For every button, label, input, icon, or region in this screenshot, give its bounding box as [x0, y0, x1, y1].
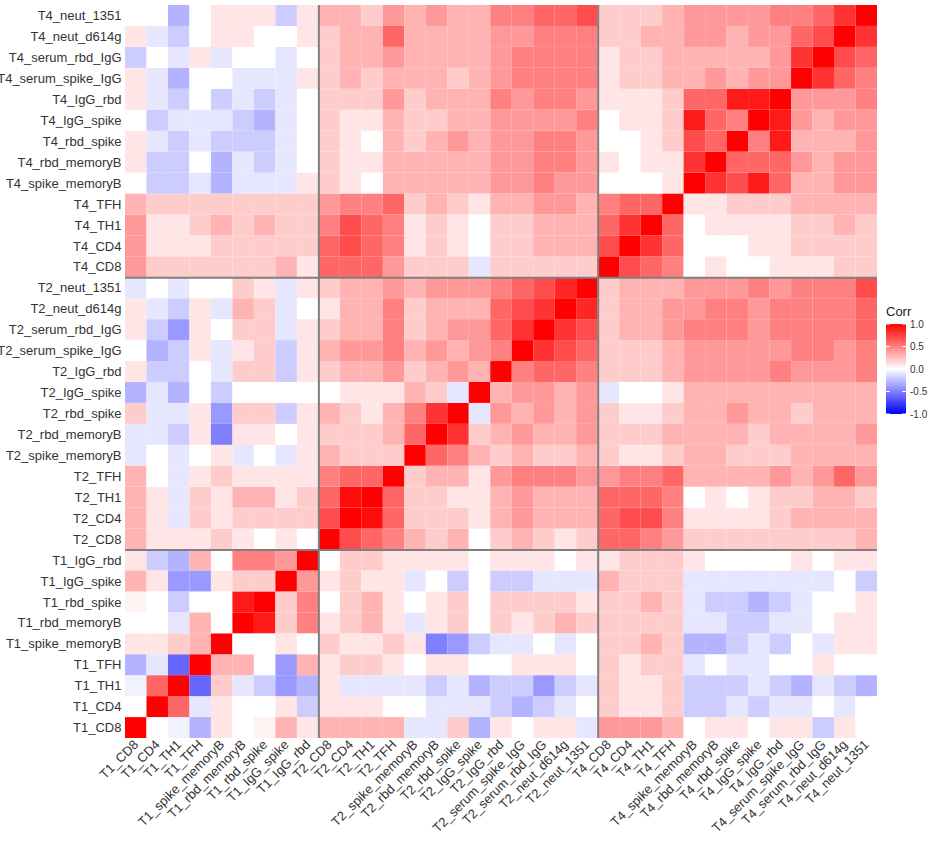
svg-text:T2_CD4: T2_CD4	[73, 511, 121, 526]
svg-text:T4_IgG_spike: T4_IgG_spike	[696, 737, 765, 805]
svg-text:T1_CD4: T1_CD4	[117, 737, 163, 782]
svg-text:T4_CD8: T4_CD8	[73, 259, 121, 274]
svg-text:-0.5: -0.5	[910, 386, 928, 397]
svg-text:T4_TH1: T4_TH1	[613, 737, 657, 781]
svg-text:T1_IgG_rbd: T1_IgG_rbd	[253, 737, 314, 797]
svg-text:T2_serum_spike_IgG: T2_serum_spike_IgG	[0, 343, 122, 358]
svg-text:T1_CD4: T1_CD4	[73, 699, 121, 714]
svg-text:T4_TH1: T4_TH1	[75, 218, 122, 233]
svg-text:T2_rbd_memoryB: T2_rbd_memoryB	[357, 737, 443, 822]
svg-text:T1_IgG_spike: T1_IgG_spike	[223, 737, 292, 805]
svg-text:T4_serum_rbd_IgG: T4_serum_rbd_IgG	[738, 737, 829, 828]
svg-text:T2_CD8: T2_CD8	[73, 532, 121, 547]
svg-text:T2_rbd_spike: T2_rbd_spike	[43, 406, 122, 421]
svg-text:T2_rbd_memoryB: T2_rbd_memoryB	[17, 427, 121, 442]
svg-text:T4_rbd_memoryB: T4_rbd_memoryB	[17, 155, 121, 170]
svg-text:T1_TH1: T1_TH1	[140, 737, 185, 781]
svg-text:T4_serum_spike_IgG: T4_serum_spike_IgG	[708, 737, 808, 836]
svg-text:T4_rbd_spike: T4_rbd_spike	[676, 737, 743, 804]
svg-text:T2_neut_1351: T2_neut_1351	[522, 737, 593, 807]
svg-text:T4_CD4: T4_CD4	[590, 737, 636, 782]
svg-text:T4_IgG_rbd: T4_IgG_rbd	[726, 737, 786, 797]
svg-text:T2_IgG_spike: T2_IgG_spike	[41, 385, 122, 400]
svg-text:T2_neut_d614g: T2_neut_d614g	[30, 301, 121, 316]
svg-text:T4_IgG_rbd: T4_IgG_rbd	[52, 92, 121, 107]
svg-text:T1_IgG_spike: T1_IgG_spike	[41, 574, 122, 589]
svg-text:T4_CD4: T4_CD4	[73, 239, 121, 254]
svg-text:T2_IgG_rbd: T2_IgG_rbd	[446, 737, 507, 797]
svg-text:T4_neut_1351: T4_neut_1351	[802, 737, 872, 807]
svg-text:T2_neut_d614g: T2_neut_d614g	[496, 737, 571, 812]
svg-text:T1_IgG_rbd: T1_IgG_rbd	[52, 553, 121, 568]
svg-text:T1_rbd_memoryB: T1_rbd_memoryB	[164, 737, 249, 822]
svg-text:T2_spike_memoryB: T2_spike_memoryB	[6, 448, 122, 463]
svg-text:T2_CD4: T2_CD4	[311, 737, 357, 782]
svg-text:T4_serum_spike_IgG: T4_serum_spike_IgG	[0, 71, 122, 86]
svg-text:T2_spike_memoryB: T2_spike_memoryB	[328, 737, 421, 830]
svg-text:T4_neut_1351: T4_neut_1351	[38, 8, 122, 23]
svg-text:T2_serum_spike_IgG: T2_serum_spike_IgG	[429, 737, 528, 836]
svg-text:T4_spike_memoryB: T4_spike_memoryB	[6, 176, 122, 191]
svg-text:0.0: 0.0	[910, 364, 924, 375]
svg-text:T1_TH1: T1_TH1	[75, 678, 122, 693]
svg-text:0.5: 0.5	[910, 341, 924, 352]
svg-text:T4_TFH: T4_TFH	[634, 737, 679, 782]
svg-text:T1_spike_memoryB: T1_spike_memoryB	[134, 737, 228, 830]
svg-text:T2_serum_rbd_IgG: T2_serum_rbd_IgG	[9, 322, 122, 337]
svg-text:-1.0: -1.0	[910, 409, 928, 420]
svg-text:T2_TFH: T2_TFH	[74, 469, 122, 484]
svg-text:T1_rbd_spike: T1_rbd_spike	[43, 595, 122, 610]
svg-text:T4_rbd_spike: T4_rbd_spike	[43, 134, 122, 149]
svg-text:T1_TFH: T1_TFH	[161, 737, 206, 782]
svg-text:T1_rbd_spike: T1_rbd_spike	[203, 737, 271, 804]
svg-text:T4_neut_d614g: T4_neut_d614g	[30, 29, 121, 44]
svg-text:T2_TFH: T2_TFH	[354, 737, 400, 782]
svg-text:Corr: Corr	[886, 304, 912, 319]
svg-text:T4_IgG_spike: T4_IgG_spike	[41, 113, 122, 128]
svg-text:1.0: 1.0	[910, 319, 924, 330]
svg-text:T2_IgG_rbd: T2_IgG_rbd	[52, 364, 121, 379]
svg-text:T1_spike_memoryB: T1_spike_memoryB	[6, 636, 122, 651]
svg-text:T2_TH1: T2_TH1	[333, 737, 378, 781]
svg-text:T2_IgG_spike: T2_IgG_spike	[417, 737, 486, 805]
svg-text:T4_TFH: T4_TFH	[74, 197, 122, 212]
svg-text:T4_rbd_memoryB: T4_rbd_memoryB	[637, 737, 722, 822]
svg-text:T4_neut_d614g: T4_neut_d614g	[775, 737, 851, 812]
svg-text:T1_rbd_memoryB: T1_rbd_memoryB	[17, 615, 121, 630]
svg-text:T1_CD8: T1_CD8	[96, 737, 142, 782]
svg-text:T4_spike_memoryB: T4_spike_memoryB	[607, 737, 700, 830]
svg-text:T2_serum_rbd_IgG: T2_serum_rbd_IgG	[459, 737, 550, 828]
svg-text:T1_TFH: T1_TFH	[74, 657, 122, 672]
svg-text:T4_CD8: T4_CD8	[569, 737, 614, 782]
svg-text:T2_rbd_spike: T2_rbd_spike	[397, 737, 464, 804]
svg-text:T1_CD8: T1_CD8	[73, 720, 121, 735]
svg-text:T4_serum_rbd_IgG: T4_serum_rbd_IgG	[9, 50, 122, 65]
svg-text:T2_TH1: T2_TH1	[75, 490, 122, 505]
svg-text:T2_CD8: T2_CD8	[289, 737, 335, 782]
svg-text:T2_neut_1351: T2_neut_1351	[38, 280, 122, 295]
